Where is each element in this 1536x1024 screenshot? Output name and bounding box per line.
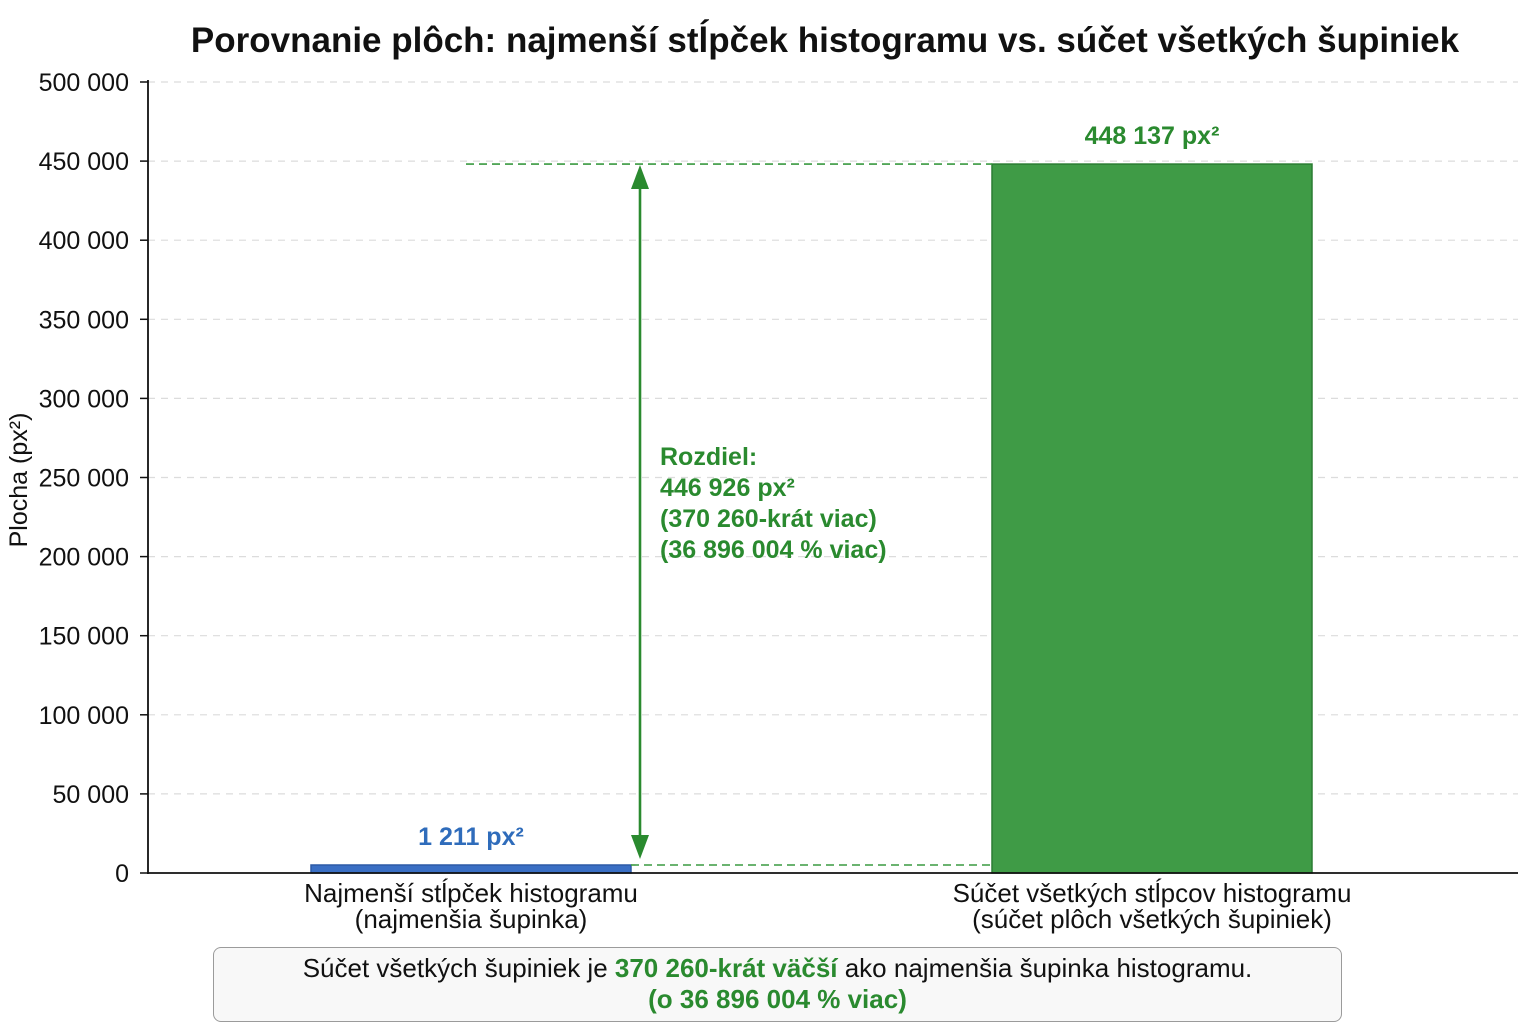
y-tick-label: 300 000	[39, 385, 129, 413]
difference-annotation: Rozdiel: 446 926 px² (370 260-krát viac) (3…	[466, 163, 992, 866]
x-tick-sublabel: (súčet plôch všetkých šupiniek)	[972, 904, 1332, 934]
x-axis-ticks: Najmenší stĺpček histogramu(najmenšia šu…	[304, 878, 1351, 934]
x-tick-label: Súčet všetkých stĺpcov histogramu	[953, 878, 1352, 908]
bar-sum-of-all-bins	[991, 163, 1313, 874]
difference-annotation-line: (36 896 004 % viac)	[660, 536, 887, 564]
x-tick-sublabel: (najmenšia šupinka)	[355, 904, 588, 934]
arrowhead-bottom	[631, 835, 649, 859]
arrowhead-top	[631, 165, 649, 190]
y-axis-label: Plocha (px²)	[5, 413, 33, 548]
summary-line-1: Súčet všetkých šupiniek je 370 260-krát …	[214, 953, 1341, 984]
summary-box: Súčet všetkých šupiniek je 370 260-krát …	[213, 947, 1342, 1022]
difference-annotation-line: (370 260-krát viac)	[660, 505, 877, 533]
y-tick-label: 250 000	[39, 465, 129, 493]
y-tick-label: 100 000	[39, 702, 129, 730]
value-label: 1 211 px²	[418, 823, 524, 851]
y-tick-label: 450 000	[39, 148, 129, 176]
summary-text-after: ako najmenšia šupinka histogramu.	[837, 953, 1253, 983]
y-axis-ticks: 0 50 000 100 000 150 000 200 000 250 000 300 0…	[39, 69, 148, 888]
y-tick-label: 50 000	[53, 781, 129, 809]
summary-text-before: Súčet všetkých šupiniek je	[302, 953, 615, 983]
value-label: 448 137 px²	[1085, 122, 1220, 150]
y-tick-label: 350 000	[39, 306, 129, 334]
chart-title: Porovnanie plôch: najmenší stĺpček histo…	[191, 19, 1460, 60]
y-tick-label: 0	[115, 860, 129, 888]
summary-line-2: (o 36 896 004 % viac)	[648, 984, 907, 1014]
bars	[310, 163, 1313, 874]
value-labels: 1 211 px² 448 137 px²	[418, 122, 1219, 851]
bar-smallest-bin	[310, 864, 632, 874]
y-tick-label: 400 000	[39, 227, 129, 255]
y-tick-label: 500 000	[39, 69, 129, 97]
x-tick-label: Najmenší stĺpček histogramu	[304, 878, 638, 908]
y-tick-label: 150 000	[39, 623, 129, 651]
y-tick-label: 200 000	[39, 544, 129, 572]
difference-annotation-line: Rozdiel:	[660, 443, 757, 471]
difference-annotation-line: 446 926 px²	[660, 474, 795, 502]
summary-highlight: 370 260-krát väčší	[614, 953, 838, 983]
